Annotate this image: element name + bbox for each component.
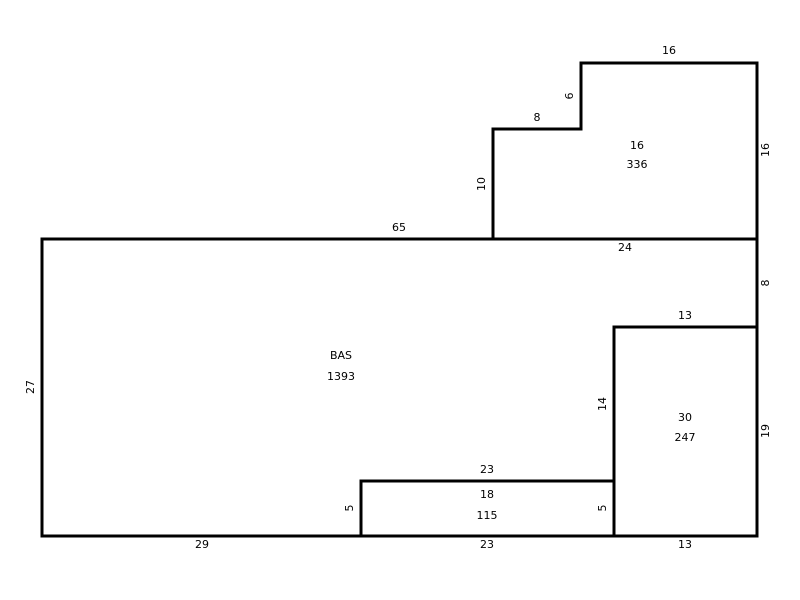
- dimension-label: 5: [596, 505, 609, 512]
- dimension-label: 23: [480, 463, 494, 476]
- dimension-label: 8: [759, 280, 772, 287]
- dimension-label: 8: [534, 111, 541, 124]
- dimension-label: 27: [24, 380, 37, 394]
- addition-outline: [491, 61, 759, 239]
- dimension-label: 16: [662, 44, 676, 57]
- area-code: 18: [480, 488, 494, 501]
- area-value: 336: [627, 158, 648, 171]
- area-value: 115: [477, 509, 498, 522]
- area-value: 247: [675, 431, 696, 444]
- dimension-label: 19: [759, 424, 772, 438]
- area-value: 1393: [327, 370, 355, 383]
- area-code: 16: [630, 139, 644, 152]
- dimension-label: 13: [678, 538, 692, 551]
- dimension-label: 24: [618, 241, 632, 254]
- dimension-label: 13: [678, 309, 692, 322]
- dimension-label: 14: [596, 397, 609, 411]
- area-code: BAS: [330, 349, 352, 362]
- area-code: 30: [678, 411, 692, 424]
- dimension-label: 65: [392, 221, 406, 234]
- dimension-label: 5: [343, 505, 356, 512]
- dimension-label: 23: [480, 538, 494, 551]
- room-30-outline: [612, 325, 759, 538]
- dimension-label: 10: [475, 177, 488, 191]
- dimension-label: 29: [195, 538, 209, 551]
- dimension-label: 16: [759, 143, 772, 157]
- dimension-label: 6: [563, 93, 576, 100]
- room-18-outline: [359, 479, 616, 538]
